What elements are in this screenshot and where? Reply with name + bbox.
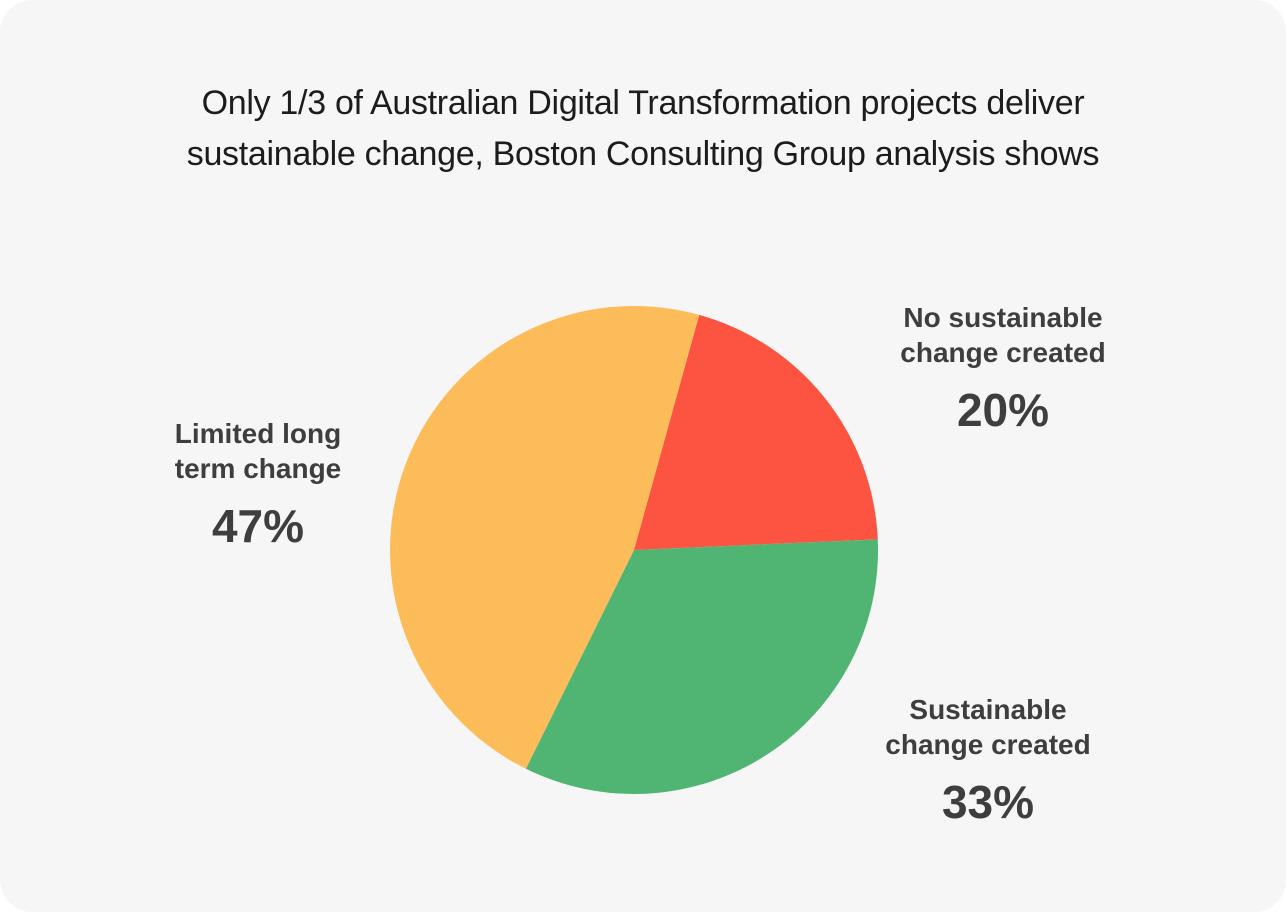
callout-label: Limited long term change (174, 418, 342, 484)
pie-slice-sustainable-change-created (525, 539, 879, 794)
callout-no-sustainable-change: No sustainable change created 20% (848, 300, 1158, 436)
pie-chart-container (389, 305, 879, 795)
callout-percent: 33% (941, 776, 1035, 828)
pie-slice-limited-long-term-change (389, 305, 700, 769)
callout-sustainable-change: Sustainable change created 33% (835, 692, 1141, 828)
callout-label: Sustainable change created (885, 694, 1091, 760)
callout-limited-long-term-change: Limited long term change 47% (110, 416, 406, 552)
chart-title: Only 1/3 of Australian Digital Transform… (186, 84, 1100, 173)
callout-percent: 47% (211, 500, 305, 552)
pie-slice-no-sustainable-change-created (634, 314, 878, 550)
callout-label: No sustainable change created (900, 302, 1106, 368)
callout-percent: 20% (956, 384, 1050, 436)
pie-chart (389, 305, 879, 794)
